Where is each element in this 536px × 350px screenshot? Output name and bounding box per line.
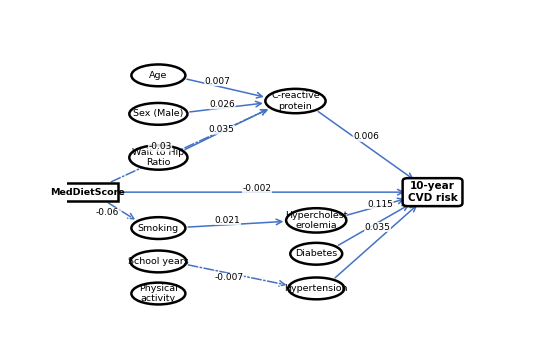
Text: 0.115: 0.115 — [367, 199, 393, 209]
Text: -0.03: -0.03 — [148, 142, 172, 151]
Text: Diabetes: Diabetes — [295, 249, 337, 258]
Text: 0.007: 0.007 — [205, 77, 230, 86]
Text: Physical
activity: Physical activity — [139, 284, 178, 303]
Text: 0.035: 0.035 — [364, 223, 391, 232]
Ellipse shape — [129, 103, 188, 125]
Text: Hypercholest
erolemia: Hypercholest erolemia — [285, 211, 347, 230]
Text: 0.021: 0.021 — [215, 216, 241, 225]
Ellipse shape — [291, 243, 342, 265]
Ellipse shape — [131, 64, 185, 86]
Text: 0.035: 0.035 — [209, 125, 234, 134]
Ellipse shape — [131, 217, 185, 239]
Text: School years: School years — [128, 257, 189, 266]
Text: Sex (Male): Sex (Male) — [133, 109, 183, 118]
Ellipse shape — [265, 89, 325, 113]
Text: 0.026: 0.026 — [210, 100, 235, 109]
Text: Wait to Hip
Ratio: Wait to Hip Ratio — [132, 148, 184, 167]
Text: Age: Age — [149, 71, 168, 80]
Text: -0.06: -0.06 — [96, 208, 119, 217]
Ellipse shape — [131, 283, 185, 304]
Text: 10-year
CVD risk: 10-year CVD risk — [408, 181, 457, 203]
Text: Smoking: Smoking — [138, 224, 179, 233]
Ellipse shape — [130, 251, 187, 272]
Ellipse shape — [129, 145, 188, 170]
Text: -0.007: -0.007 — [214, 273, 243, 282]
Text: -0.002: -0.002 — [242, 184, 271, 193]
Text: C-reactive
protein: C-reactive protein — [271, 91, 320, 111]
Ellipse shape — [288, 278, 344, 299]
FancyBboxPatch shape — [58, 183, 118, 201]
FancyBboxPatch shape — [403, 178, 463, 206]
Text: MedDietScore: MedDietScore — [50, 188, 125, 197]
Text: Hypertension: Hypertension — [285, 284, 348, 293]
Text: 0.006: 0.006 — [353, 132, 379, 141]
Ellipse shape — [286, 208, 346, 233]
